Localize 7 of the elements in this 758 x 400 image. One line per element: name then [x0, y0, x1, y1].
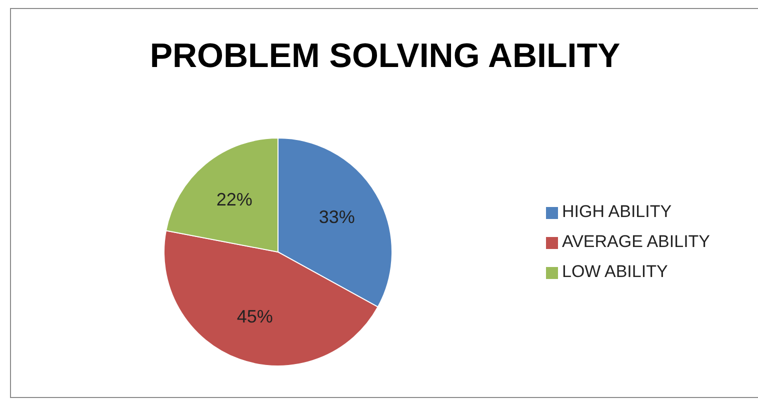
data-label: 33%: [318, 207, 355, 228]
legend-label: HIGH ABILITY: [562, 202, 672, 221]
chart-title: PROBLEM SOLVING ABILITY: [148, 37, 622, 76]
data-label: 45%: [236, 306, 273, 326]
data-label: 22%: [216, 189, 252, 210]
legend-label: LOW ABILITY: [562, 262, 668, 281]
legend-label: AVERAGE ABILITY: [562, 232, 710, 251]
